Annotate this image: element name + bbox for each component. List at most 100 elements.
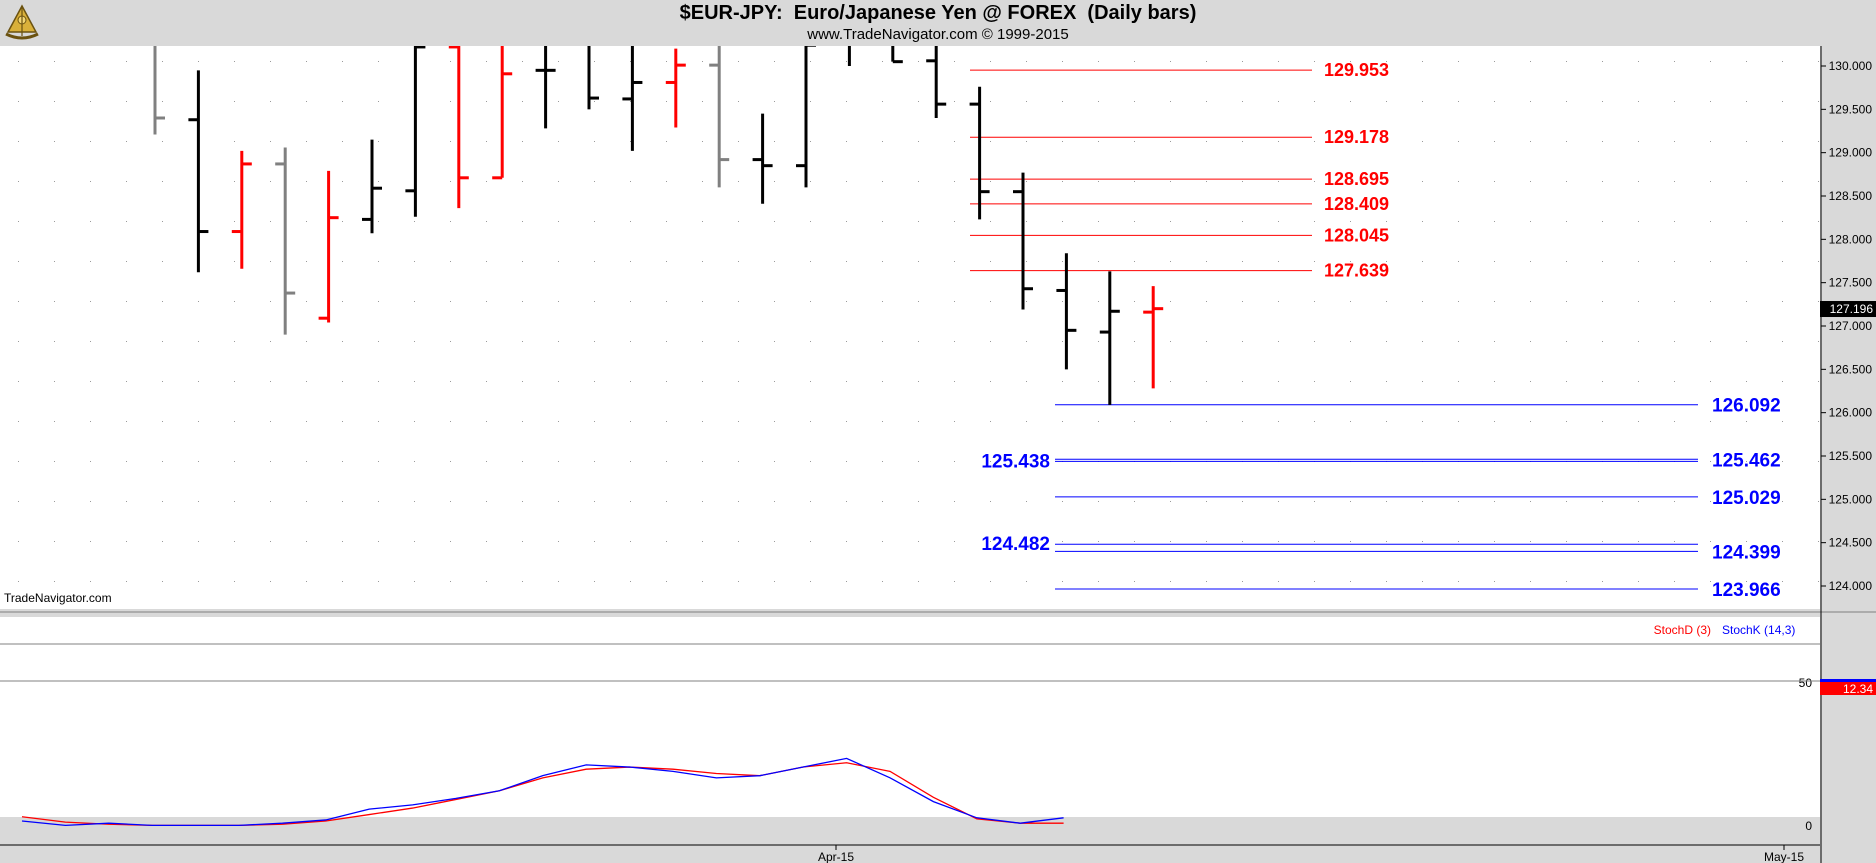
grid-dot	[450, 301, 451, 302]
grid-dot	[594, 541, 595, 542]
ohlc-bar	[1143, 286, 1164, 389]
grid-dot	[54, 581, 55, 582]
grid-dot	[630, 501, 631, 502]
grid-dot	[486, 61, 487, 62]
grid-dot	[1422, 61, 1423, 62]
grid-dot	[1242, 501, 1243, 502]
resistance-label: 128.045	[1324, 225, 1389, 245]
grid-dot	[1350, 221, 1351, 222]
grid-dot	[1566, 541, 1567, 542]
grid-dot	[1134, 501, 1135, 502]
grid-dot	[342, 221, 343, 222]
grid-dot	[990, 581, 991, 582]
grid-dot	[1458, 301, 1459, 302]
grid-dot	[774, 421, 775, 422]
grid-dot	[738, 381, 739, 382]
grid-dot	[1422, 581, 1423, 582]
grid-dot	[1170, 221, 1171, 222]
grid-dot	[810, 501, 811, 502]
grid-dot	[1674, 221, 1675, 222]
grid-dot	[846, 501, 847, 502]
last-price-badge	[1820, 301, 1876, 318]
grid-dot	[1638, 421, 1639, 422]
grid-dot	[1746, 141, 1747, 142]
grid-dot	[1710, 61, 1711, 62]
grid-dot	[1026, 61, 1027, 62]
grid-dot	[882, 461, 883, 462]
grid-dot	[198, 61, 199, 62]
grid-dot	[1710, 261, 1711, 262]
grid-dot	[1818, 381, 1819, 382]
grid-dot	[306, 61, 307, 62]
grid-dot	[1242, 181, 1243, 182]
grid-dot	[1026, 221, 1027, 222]
grid-dot	[270, 61, 271, 62]
ohlc-bar	[891, 46, 903, 64]
watermark-text: TradeNavigator.com	[4, 591, 112, 605]
grid-dot	[954, 541, 955, 542]
grid-dot	[666, 261, 667, 262]
grid-dot	[1710, 181, 1711, 182]
price-chart: 129.953 129.178 128.695 128.409 128.045 127.6…	[0, 46, 1876, 863]
grid-dot	[1566, 261, 1567, 262]
grid-dot	[1206, 541, 1207, 542]
grid-dot	[1134, 181, 1135, 182]
grid-dot	[1494, 261, 1495, 262]
grid-dot	[666, 341, 667, 342]
grid-dot	[1350, 301, 1351, 302]
grid-dot	[1098, 181, 1099, 182]
ohlc-bars	[153, 46, 1164, 405]
grid-dot	[1458, 341, 1459, 342]
grid-dot	[1494, 421, 1495, 422]
grid-dot	[1026, 501, 1027, 502]
grid-dot	[1458, 141, 1459, 142]
grid-dot	[918, 421, 919, 422]
grid-dot	[1278, 261, 1279, 262]
grid-dot	[450, 341, 451, 342]
grid-dot	[378, 581, 379, 582]
last-price-label: 127.196	[1830, 302, 1874, 316]
grid-dot	[1602, 581, 1603, 582]
grid-dot	[1206, 101, 1207, 102]
grid-dot	[882, 581, 883, 582]
grid-dot	[1566, 221, 1567, 222]
grid-dot	[846, 421, 847, 422]
grid-dot	[882, 381, 883, 382]
grid-dot	[954, 381, 955, 382]
grid-dot	[414, 541, 415, 542]
grid-dot	[630, 541, 631, 542]
grid-dot	[1674, 421, 1675, 422]
grid-dot	[1026, 581, 1027, 582]
grid-dot	[810, 301, 811, 302]
grid-dot	[1422, 541, 1423, 542]
grid-dot	[1386, 381, 1387, 382]
grid-dot	[486, 221, 487, 222]
date-tick-label: Apr-15	[818, 850, 854, 863]
chart-subtitle: www.TradeNavigator.com © 1999-2015	[807, 26, 1069, 43]
grid-dot	[486, 301, 487, 302]
grid-dot	[126, 421, 127, 422]
grid-dot	[1422, 181, 1423, 182]
grid-dot	[1278, 501, 1279, 502]
price-tick-label: 126.000	[1829, 406, 1873, 420]
grid-dot	[1026, 261, 1027, 262]
grid-dot	[1242, 341, 1243, 342]
grid-dot	[594, 141, 595, 142]
grid-dot	[414, 301, 415, 302]
ohlc-bar	[362, 139, 382, 234]
price-tick-label: 124.000	[1829, 579, 1873, 593]
grid-dot	[990, 221, 991, 222]
grid-dot	[702, 301, 703, 302]
grid-dot	[1566, 381, 1567, 382]
grid-dot	[1314, 541, 1315, 542]
price-tick-label: 125.500	[1829, 449, 1873, 463]
grid-dot	[1746, 101, 1747, 102]
grid-dot	[1746, 421, 1747, 422]
grid-dot	[342, 501, 343, 502]
grid-dot	[522, 301, 523, 302]
grid-dot	[1206, 141, 1207, 142]
grid-dot	[1242, 301, 1243, 302]
grid-dot	[1386, 301, 1387, 302]
grid-dot	[738, 141, 739, 142]
ohlc-bar	[665, 48, 686, 128]
